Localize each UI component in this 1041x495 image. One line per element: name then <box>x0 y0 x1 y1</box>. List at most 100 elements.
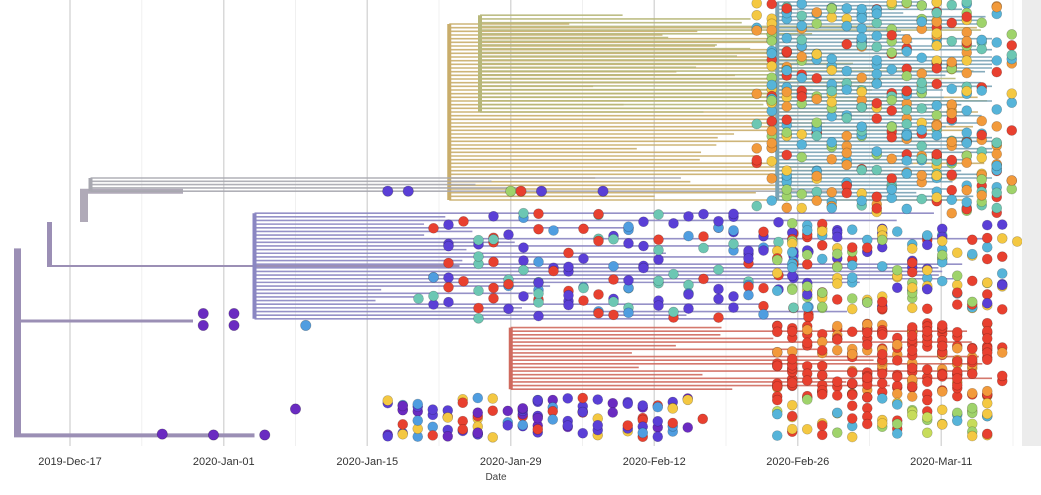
tip-node <box>758 226 769 238</box>
tip-node <box>786 284 798 296</box>
tip-node <box>208 429 220 441</box>
tip-node <box>622 420 634 431</box>
tip-node <box>577 406 589 418</box>
tip-node <box>846 389 858 401</box>
tip-node <box>781 32 793 44</box>
tip-node <box>856 101 868 113</box>
tip-node <box>916 52 928 64</box>
tip-node <box>831 320 843 332</box>
tip-node <box>921 264 933 276</box>
tip-node <box>921 394 933 406</box>
tip-node <box>786 326 798 337</box>
tip-node <box>921 239 933 251</box>
tip-node <box>951 299 963 310</box>
tip-node <box>698 273 709 285</box>
tip-node <box>259 429 271 441</box>
tip-node <box>906 362 918 374</box>
tip-node <box>931 192 943 203</box>
tip-node <box>906 257 918 268</box>
tip-node <box>901 0 913 8</box>
tip-node <box>816 369 828 381</box>
tip-node <box>608 309 619 321</box>
tip-node <box>886 173 898 184</box>
tip-node <box>976 85 988 96</box>
tip-node <box>781 3 793 14</box>
tip-node <box>871 78 883 90</box>
tip-node <box>811 170 823 182</box>
tip-node <box>916 124 928 136</box>
tip-node <box>966 430 978 442</box>
tip-node <box>901 203 913 215</box>
tip-node <box>413 293 424 304</box>
tip-node <box>976 43 988 55</box>
tip-node <box>518 264 529 276</box>
tip-node <box>946 207 958 219</box>
tip-node <box>891 282 903 293</box>
tip-node <box>473 234 484 246</box>
tip-node <box>886 184 898 195</box>
tip-node <box>816 360 828 372</box>
tip-node <box>946 17 958 29</box>
tip-node <box>697 413 709 425</box>
tip-node <box>991 187 1003 199</box>
tip-node <box>946 169 958 180</box>
tip-node <box>991 55 1003 66</box>
tip-node <box>766 60 778 72</box>
tip-node <box>577 427 589 439</box>
tip-node <box>981 232 993 244</box>
tip-node <box>786 246 798 258</box>
tip-node <box>547 414 559 425</box>
tip-node <box>946 136 958 148</box>
tip-node <box>921 376 933 388</box>
tip-node <box>906 330 918 341</box>
tip-node <box>593 307 604 319</box>
tip-node <box>473 302 484 314</box>
tip-node <box>766 173 778 184</box>
tip-node <box>811 7 823 18</box>
tip-node <box>931 170 943 181</box>
tip-node <box>472 407 484 418</box>
tip-node <box>871 146 883 157</box>
tip-node <box>811 93 823 105</box>
x-tick-label: 2020-Mar-11 <box>910 456 972 468</box>
tip-node <box>816 345 828 356</box>
tip-node <box>563 299 574 311</box>
tip-node <box>608 274 619 285</box>
tip-node <box>951 247 963 259</box>
tip-node <box>861 297 873 308</box>
tip-node <box>801 337 813 349</box>
tip-node <box>961 55 973 66</box>
x-tick-label: 2020-Feb-12 <box>623 456 686 468</box>
tip-node <box>796 51 808 63</box>
tip-node <box>876 348 888 360</box>
tip-node <box>502 420 514 431</box>
tip-node <box>698 242 709 254</box>
tip-node <box>683 289 694 300</box>
tip-node <box>397 419 409 430</box>
tip-node <box>876 368 888 380</box>
tip-node <box>771 326 783 338</box>
tip-node <box>771 381 783 392</box>
tip-node <box>683 230 694 242</box>
tip-node <box>961 85 973 97</box>
tip-node <box>593 289 604 300</box>
tip-node <box>771 285 783 297</box>
tip-node <box>991 160 1003 172</box>
tip-node <box>796 151 808 163</box>
tip-node <box>846 431 858 443</box>
tip-node <box>427 404 439 415</box>
tip-node <box>502 405 514 417</box>
tip-node <box>801 259 813 270</box>
tip-node <box>773 236 784 248</box>
tip-node <box>976 174 988 185</box>
tip-node <box>886 105 898 116</box>
tip-node <box>876 234 888 246</box>
tip-node <box>533 297 544 308</box>
tip-node <box>683 211 694 222</box>
tip-node <box>532 424 544 435</box>
tip-node <box>916 193 928 205</box>
tip-node <box>871 113 883 124</box>
tip-node <box>458 216 469 227</box>
tip-node <box>961 11 973 23</box>
tip-node <box>608 233 619 245</box>
